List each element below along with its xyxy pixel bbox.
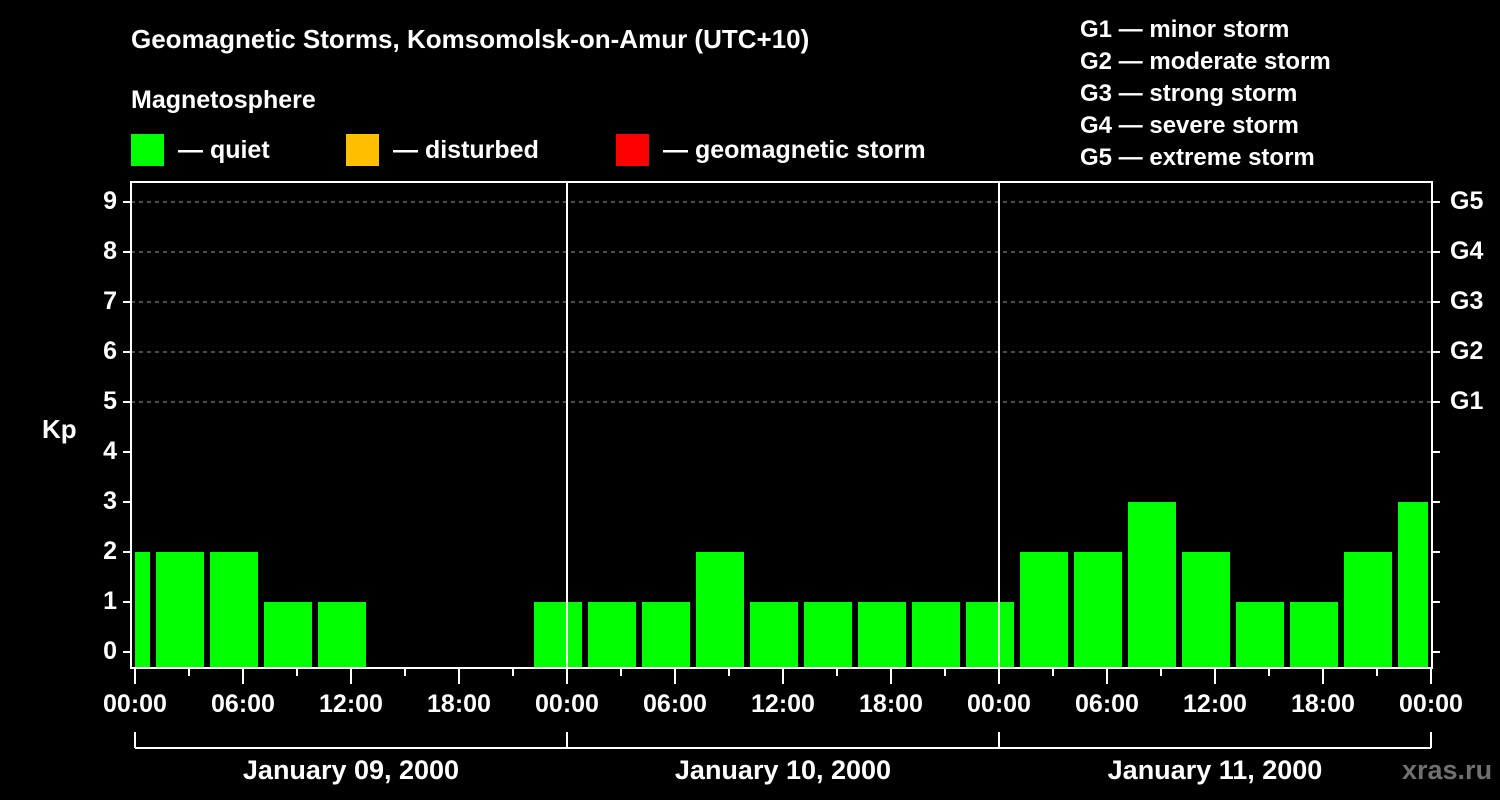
kp-bar xyxy=(642,602,690,667)
kp-bar xyxy=(318,602,366,667)
day-label: January 11, 2000 xyxy=(1107,755,1323,785)
kp-bar xyxy=(912,602,960,667)
legend-storm: — geomagnetic storm xyxy=(616,134,926,166)
legend-quiet: — quiet xyxy=(131,134,270,166)
kp-bar xyxy=(1128,502,1176,667)
g3-legend: G3 — strong storm xyxy=(1080,80,1298,107)
legend-storm-label: — geomagnetic storm xyxy=(663,135,926,164)
y-tick-label: 0 xyxy=(103,637,117,665)
kp-bar xyxy=(534,602,582,667)
y-tick-label: 3 xyxy=(103,487,117,515)
watermark: xras.ru xyxy=(1402,755,1493,785)
kp-bar xyxy=(804,602,852,667)
storm-swatch xyxy=(616,134,649,166)
x-tick-label: 06:00 xyxy=(1075,690,1139,718)
kp-bar xyxy=(1236,602,1284,667)
g-tick-label: G5 xyxy=(1450,187,1484,215)
g-tick-label: G2 xyxy=(1450,337,1484,365)
kp-bar xyxy=(1398,502,1428,667)
g-scale-legend: G1 — minor storm G2 — moderate storm G3 … xyxy=(1080,14,1331,174)
quiet-swatch xyxy=(131,134,164,166)
plot-frame xyxy=(130,181,1433,669)
x-tick-label: 18:00 xyxy=(1291,690,1355,718)
y-tick-label: 5 xyxy=(103,387,117,415)
kp-bar xyxy=(1344,552,1392,667)
x-tick-label: 18:00 xyxy=(859,690,923,718)
x-tick-label: 00:00 xyxy=(967,690,1031,718)
kp-bar xyxy=(1074,552,1122,667)
kp-bar xyxy=(858,602,906,667)
g2-legend: G2 — moderate storm xyxy=(1080,48,1331,75)
y-tick-label: 1 xyxy=(103,587,117,615)
kp-bar xyxy=(966,602,1014,667)
chart-subtitle: Magnetosphere xyxy=(131,86,316,114)
kp-bar xyxy=(1290,602,1338,667)
legend-disturbed: — disturbed xyxy=(346,134,539,166)
kp-bar xyxy=(1020,552,1068,667)
y-tick-label: 7 xyxy=(103,287,117,315)
x-tick-label: 18:00 xyxy=(427,690,491,718)
day-label: January 09, 2000 xyxy=(242,755,460,785)
kp-bar xyxy=(696,552,744,667)
x-tick-label: 00:00 xyxy=(535,690,599,718)
kp-bar xyxy=(588,602,636,667)
x-tick-label: 06:00 xyxy=(211,690,275,718)
disturbed-swatch xyxy=(346,134,379,166)
g-tick-label: G3 xyxy=(1450,287,1484,315)
y-axis-label: Kp xyxy=(42,414,77,444)
y-tick-label: 8 xyxy=(103,237,117,265)
x-tick-label: 12:00 xyxy=(751,690,815,718)
chart-title: Geomagnetic Storms, Komsomolsk-on-Amur (… xyxy=(131,24,810,54)
day-label: January 10, 2000 xyxy=(674,755,892,785)
kp-bar xyxy=(156,552,204,667)
kp-bar xyxy=(264,602,312,667)
g1-legend: G1 — minor storm xyxy=(1080,16,1290,43)
kp-bar xyxy=(135,552,150,667)
g-tick-label: G4 xyxy=(1450,237,1484,265)
kp-bar xyxy=(750,602,798,667)
g-tick-label: G1 xyxy=(1450,387,1484,415)
x-tick-label: 00:00 xyxy=(103,690,167,718)
legend-disturbed-label: — disturbed xyxy=(393,135,539,164)
x-tick-label: 00:00 xyxy=(1399,690,1463,718)
y-tick-label: 6 xyxy=(103,337,117,365)
y-tick-label: 9 xyxy=(103,187,117,215)
y-tick-label: 4 xyxy=(103,437,117,465)
x-tick-label: 12:00 xyxy=(319,690,383,718)
x-tick-label: 06:00 xyxy=(643,690,707,718)
g4-legend: G4 — severe storm xyxy=(1080,112,1299,139)
x-tick-label: 12:00 xyxy=(1183,690,1247,718)
kp-bar xyxy=(1182,552,1230,667)
legend-quiet-label: — quiet xyxy=(178,135,270,164)
y-tick-label: 2 xyxy=(103,537,117,565)
kp-bar xyxy=(210,552,258,667)
g5-legend: G5 — extreme storm xyxy=(1080,144,1315,171)
